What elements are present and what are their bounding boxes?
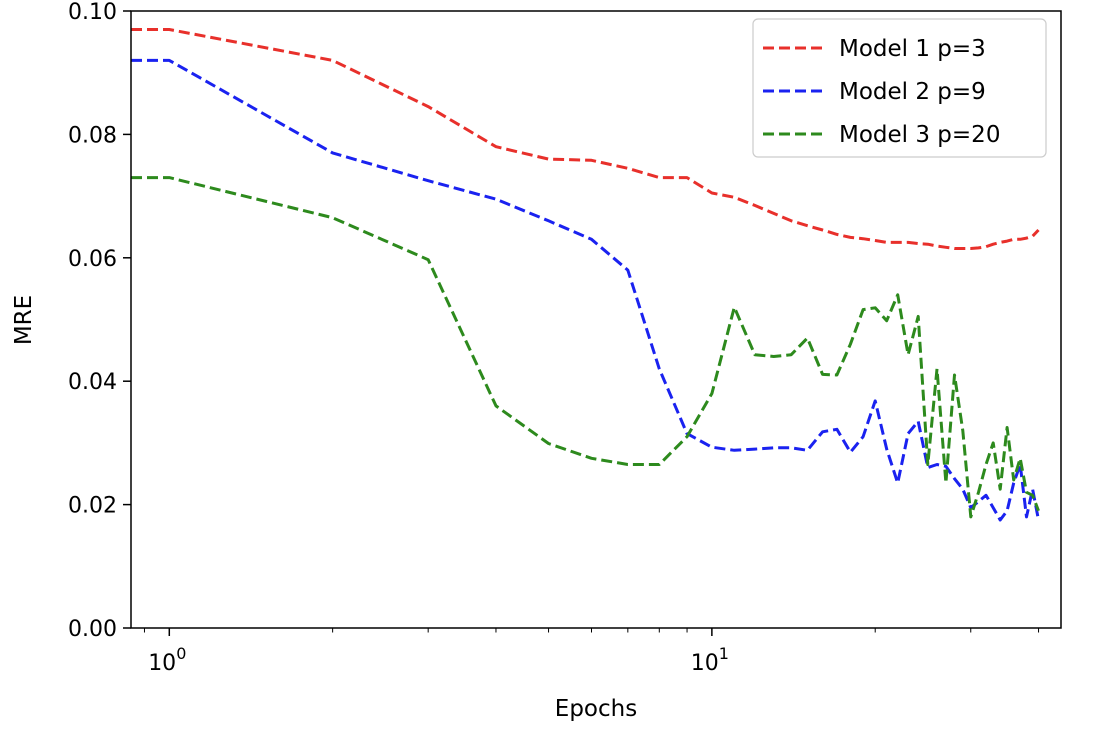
legend-label: Model 2 p=9 — [839, 79, 986, 105]
y-tick-label: 0.02 — [68, 494, 117, 519]
series-layer — [131, 28, 1040, 522]
x-tick-label: 100 — [148, 644, 186, 676]
y-tick-label: 0.06 — [68, 247, 117, 272]
y-tick-label: 0.10 — [68, 0, 117, 25]
series-line-1 — [131, 28, 1040, 250]
legend-box — [752, 18, 1047, 158]
legend: Model 1 p=3 Model 2 p=9 Model 3 p=20 — [752, 18, 1047, 158]
legend-label: Model 1 p=3 — [839, 36, 986, 62]
series-line-3 — [131, 176, 1040, 519]
y-tick-label: 0.00 — [68, 617, 117, 642]
x-tick-label: 101 — [691, 644, 729, 676]
y-axis-label: MRE — [11, 295, 37, 345]
x-axis-label: Epochs — [555, 696, 637, 722]
ticks-layer: 0.00 0.02 0.04 0.06 0.08 0.10 100 101 — [68, 0, 1040, 676]
series-line-2 — [131, 58, 1040, 522]
y-tick-label: 0.04 — [68, 370, 117, 395]
legend-label: Model 3 p=20 — [839, 122, 1000, 148]
y-tick-label: 0.08 — [68, 123, 117, 148]
plot-frame — [130, 10, 1062, 629]
